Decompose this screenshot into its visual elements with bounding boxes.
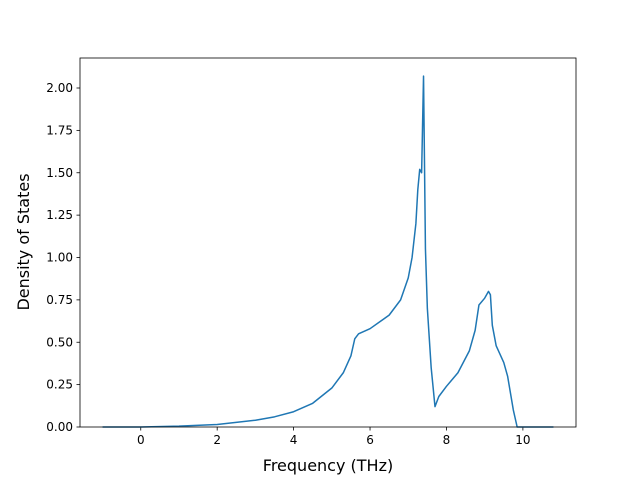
y-tick-label: 0.50 <box>46 335 73 349</box>
line <box>102 75 554 428</box>
y-tick-label: 0.25 <box>46 378 73 392</box>
x-tick-label: 10 <box>515 433 530 447</box>
y-tick-label: 1.50 <box>46 166 73 180</box>
y-tick-label: 2.00 <box>46 81 73 95</box>
y-tick-label: 1.25 <box>46 208 73 222</box>
x-tick-label: 6 <box>366 433 374 447</box>
y-tick-label: 1.75 <box>46 123 73 137</box>
x-tick-label: 2 <box>213 433 221 447</box>
y-tick-label: 0.00 <box>46 420 73 434</box>
y-tick-label: 1.00 <box>46 251 73 265</box>
x-tick-label: 0 <box>137 433 145 447</box>
x-axis-label: Frequency (THz) <box>263 456 393 475</box>
y-tick-label: 0.75 <box>46 293 73 307</box>
plot-frame <box>79 57 577 428</box>
x-tick-label: 8 <box>443 433 451 447</box>
x-tick-label: 4 <box>290 433 298 447</box>
y-axis-label: Density of States <box>14 173 33 310</box>
